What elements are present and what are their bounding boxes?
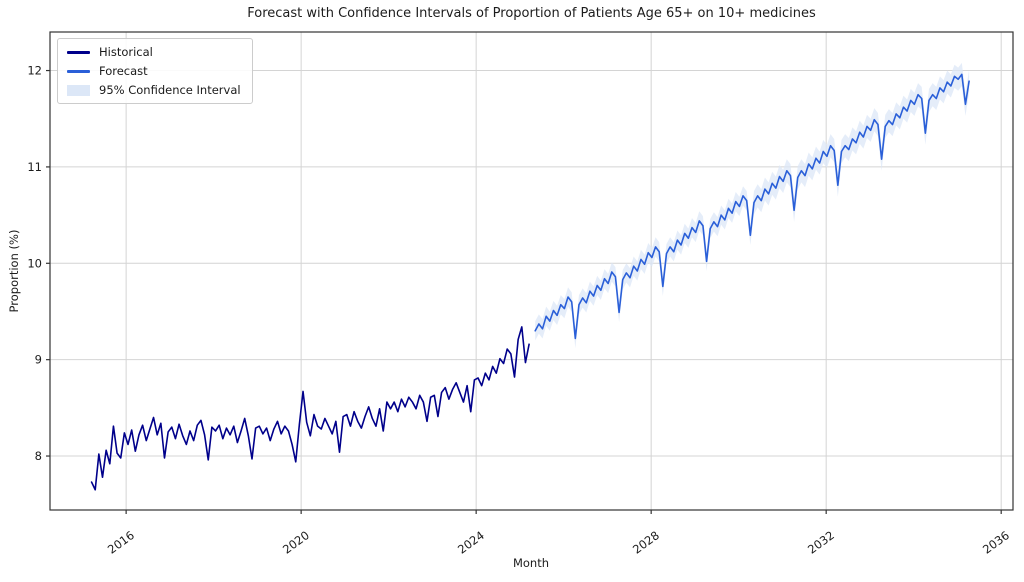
legend-label-confidence-interval: 95% Confidence Interval [99,83,241,97]
historical-line-swatch [67,50,90,54]
y-tick-label: 11 [27,160,42,174]
historical-line [90,326,530,491]
x-axis-label: Month [512,556,550,570]
x-tick-label: 2036 [980,528,1012,557]
legend-item-forecast: Forecast [67,64,241,78]
forecast-line-swatch [67,69,90,73]
legend-item-historical: Historical [67,45,241,59]
legend-label-forecast: Forecast [99,64,148,78]
x-tick-label: 2028 [630,528,662,557]
y-tick-label: 9 [35,353,42,367]
plot-frame [49,31,1014,511]
y-axis-label: Proportion (%) [7,229,21,313]
legend-item-confidence-interval: 95% Confidence Interval [67,83,241,97]
forecast-line [534,73,970,340]
y-tick-label: 8 [35,449,42,463]
x-tick-label: 2020 [280,528,312,557]
x-tick-label: 2016 [105,528,137,557]
legend-box: Historical Forecast 95% Confidence Inter… [57,38,253,104]
y-tick-label: 10 [27,256,42,270]
x-tick-label: 2024 [455,528,487,557]
chart-title: Forecast with Confidence Intervals of Pr… [247,6,816,21]
y-tick-label: 12 [27,64,42,78]
x-tick-label: 2032 [805,528,837,557]
confidence-band [535,62,970,349]
legend-label-historical: Historical [99,45,153,59]
confidence-interval-swatch [67,84,90,96]
